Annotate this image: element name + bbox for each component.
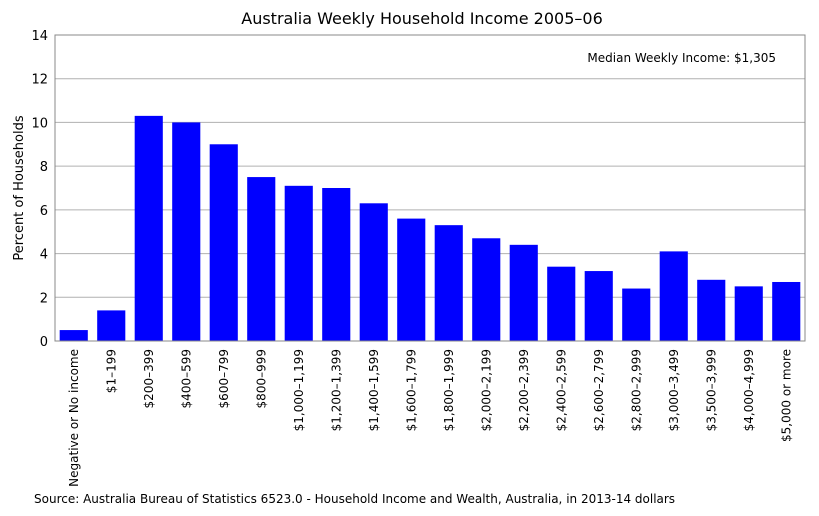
bar <box>247 177 276 341</box>
bar <box>134 115 163 341</box>
x-tick-label: $3,000–3,499 <box>667 349 681 431</box>
x-tick-label: Negative or No income <box>67 349 81 487</box>
x-tick-label: $3,500–3,999 <box>704 349 718 431</box>
y-tick-label: 12 <box>31 73 48 88</box>
bar <box>284 185 313 341</box>
chart-title: Australia Weekly Household Income 2005–0… <box>241 9 603 28</box>
bar <box>584 271 613 341</box>
bar <box>547 266 576 341</box>
median-annotation: Median Weekly Income: $1,305 <box>587 51 776 65</box>
bar <box>734 286 763 341</box>
x-tick-label: $1,800–1,999 <box>442 349 456 431</box>
y-axis-label: Percent of Households <box>12 115 27 261</box>
x-tick-label: $2,200–2,399 <box>517 349 531 431</box>
x-tick-label: $800–999 <box>254 349 268 408</box>
x-tick-label: $1,400–1,599 <box>367 349 381 431</box>
bar <box>434 225 463 341</box>
y-tick-label: 10 <box>31 116 48 131</box>
bar <box>97 310 126 341</box>
bar <box>659 251 688 341</box>
y-tick-label: 2 <box>40 291 48 306</box>
bar <box>209 144 238 341</box>
y-tick-label: 8 <box>40 160 48 175</box>
x-tick-label: $1,000–1,199 <box>292 349 306 431</box>
bar <box>172 122 201 341</box>
x-tick-label: $2,800–2,999 <box>629 349 643 431</box>
y-tick-label: 0 <box>40 335 48 350</box>
x-tick-label: $200–399 <box>142 349 156 408</box>
y-tick-label: 4 <box>40 248 48 263</box>
source-note: Source: Australia Bureau of Statistics 6… <box>34 492 675 506</box>
x-tick-label: $1,600–1,799 <box>404 349 418 431</box>
bar <box>359 203 388 341</box>
x-tick-label: $600–799 <box>217 349 231 408</box>
y-tick-label: 6 <box>40 204 48 219</box>
x-tick-label: $2,600–2,799 <box>592 349 606 431</box>
bar <box>509 244 538 341</box>
x-tick-label: $1–199 <box>104 349 118 393</box>
plot-frame <box>54 34 806 342</box>
x-tick-label: $5,000 or more <box>779 349 793 442</box>
x-tick-label: $4,000–4,999 <box>742 349 756 431</box>
bar <box>397 218 426 341</box>
x-tick-label: $1,200–1,399 <box>329 349 343 431</box>
bar <box>772 281 801 341</box>
bar <box>322 188 351 341</box>
x-tick-label: $2,400–2,599 <box>554 349 568 431</box>
x-tick-label: $2,000–2,199 <box>479 349 493 431</box>
bar <box>59 330 88 341</box>
bar <box>472 238 501 341</box>
bar <box>697 279 726 341</box>
y-tick-label: 14 <box>31 29 48 44</box>
bar <box>622 288 651 341</box>
x-tick-label: $400–599 <box>179 349 193 408</box>
